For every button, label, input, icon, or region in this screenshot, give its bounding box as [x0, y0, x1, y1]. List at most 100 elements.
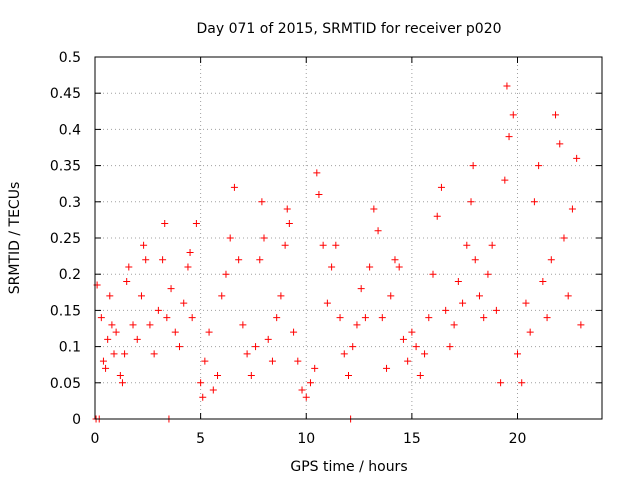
y-tick-label: 0.5	[59, 50, 81, 66]
data-point	[340, 350, 348, 358]
data-point	[336, 314, 344, 322]
data-point	[463, 241, 471, 249]
data-point	[171, 328, 179, 336]
data-point	[366, 263, 374, 271]
data-point	[302, 393, 310, 401]
x-tick-label: 0	[91, 431, 100, 447]
data-point	[273, 314, 281, 322]
y-axis-label: SRMTID / TECUs	[7, 182, 23, 295]
data-point	[285, 220, 293, 228]
data-point	[137, 292, 145, 300]
data-point	[277, 292, 285, 300]
data-point	[450, 321, 458, 329]
data-point	[429, 270, 437, 278]
data-point	[239, 321, 247, 329]
data-point	[577, 321, 585, 329]
grid-lines	[95, 57, 602, 419]
data-point	[140, 241, 148, 249]
data-point	[323, 299, 331, 307]
y-tick-label: 0.15	[50, 303, 81, 319]
data-point	[142, 256, 150, 264]
y-tick-label: 0.1	[59, 340, 81, 356]
data-point	[454, 277, 462, 285]
data-point	[328, 263, 336, 271]
data-point	[268, 357, 276, 365]
x-tick-label: 5	[196, 431, 205, 447]
data-point	[560, 234, 568, 242]
data-point	[391, 256, 399, 264]
data-point	[118, 379, 126, 387]
data-point	[97, 314, 105, 322]
data-point	[374, 227, 382, 235]
y-tick-label: 0	[72, 412, 81, 428]
data-point	[509, 111, 517, 119]
data-point	[258, 198, 266, 206]
data-point	[121, 350, 129, 358]
x-axis-label: GPS time / hours	[290, 459, 407, 475]
axis-ticks: 0 0.05 0.1 0.15 0.2 0.25 0.3 0.35 0.4 0.45 0.5 0 5 10…	[50, 50, 602, 447]
data-point	[230, 183, 238, 191]
data-point	[469, 162, 477, 170]
data-point	[201, 357, 209, 365]
data-point	[154, 306, 162, 314]
data-point	[497, 379, 505, 387]
y-tick-label: 0.45	[50, 86, 81, 102]
data-point	[106, 292, 114, 300]
data-point	[298, 386, 306, 394]
data-point	[205, 328, 213, 336]
data-point	[199, 393, 207, 401]
data-point	[159, 256, 167, 264]
data-point	[243, 350, 251, 358]
data-point	[294, 357, 302, 365]
data-point	[505, 133, 513, 141]
data-point	[214, 372, 222, 380]
y-tick-label: 0.3	[59, 195, 81, 211]
data-point	[564, 292, 572, 300]
data-point	[176, 343, 183, 351]
y-tick-label: 0.25	[50, 231, 81, 247]
data-point	[247, 372, 255, 380]
data-point	[547, 256, 555, 264]
data-point	[283, 205, 291, 213]
data-point	[108, 321, 116, 329]
data-point	[353, 321, 361, 329]
data-point	[378, 314, 386, 322]
data-point	[150, 350, 158, 358]
data-point	[99, 357, 107, 365]
data-point	[484, 270, 492, 278]
data-point	[311, 364, 319, 372]
data-point	[421, 350, 429, 358]
data-point	[412, 343, 420, 351]
data-point	[408, 328, 416, 336]
data-point	[235, 256, 243, 264]
data-point	[209, 386, 217, 394]
data-point	[492, 306, 500, 314]
data-point	[129, 321, 137, 329]
data-point	[116, 372, 124, 380]
data-point	[433, 212, 441, 220]
data-point	[264, 335, 272, 343]
data-point	[488, 241, 496, 249]
data-point	[123, 277, 131, 285]
data-point	[260, 234, 268, 242]
chart-title: Day 071 of 2015, SRMTID for receiver p02…	[196, 21, 501, 37]
data-point	[370, 205, 378, 213]
data-points	[92, 82, 585, 423]
data-point	[281, 241, 289, 249]
data-point	[518, 379, 526, 387]
data-point	[387, 292, 395, 300]
data-point	[404, 357, 412, 365]
y-tick-label: 0.2	[59, 267, 81, 283]
data-point	[184, 263, 192, 271]
y-tick-label: 0.05	[50, 376, 81, 392]
data-point	[568, 205, 576, 213]
data-point	[467, 198, 475, 206]
data-point	[222, 270, 230, 278]
data-point	[501, 176, 509, 184]
data-point	[256, 256, 264, 264]
data-point	[188, 314, 196, 322]
data-point	[319, 241, 327, 249]
data-point	[543, 314, 551, 322]
data-point	[313, 169, 321, 177]
